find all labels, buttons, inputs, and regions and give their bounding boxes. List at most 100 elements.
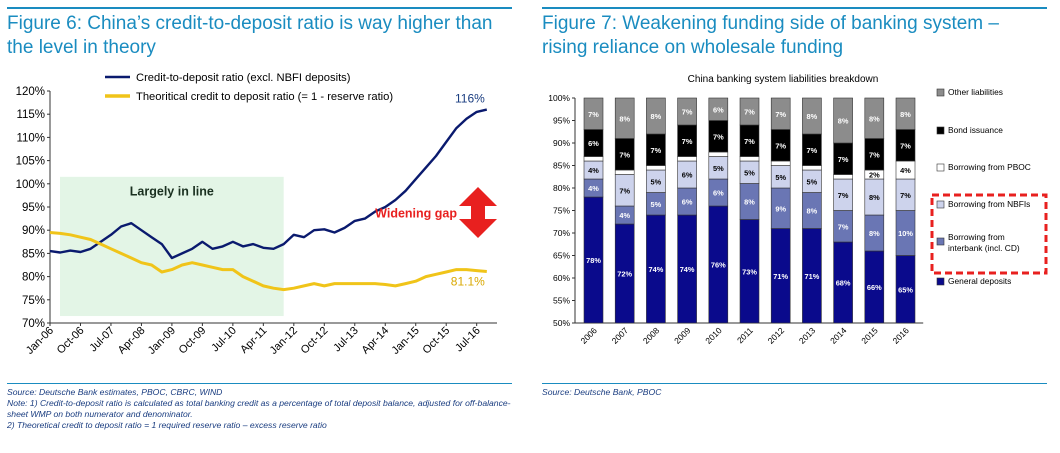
legend-label: Borrowing from interbank (incl. CD) — [948, 232, 1020, 253]
bar-data-label: 71% — [805, 272, 820, 281]
bar-data-label: 8% — [807, 207, 818, 216]
x-tick-label: Jul-13 — [331, 325, 361, 355]
x-tick-label: 2009 — [672, 325, 693, 346]
y-tick-label: 95% — [22, 202, 45, 214]
legend-label: Other liabilities — [948, 87, 1003, 97]
bar-data-label: 66% — [867, 283, 882, 292]
bar-data-label: 9% — [775, 204, 786, 213]
figure-6-panel: Figure 6: China’s credit-to-deposit rati… — [0, 0, 525, 453]
series-line-credit-to-deposit — [49, 108, 488, 260]
figure-7-panel: Figure 7: Weakening funding side of bank… — [535, 0, 1060, 453]
legend-swatch — [936, 237, 945, 246]
bar-data-label: 7% — [869, 150, 880, 159]
bar-data-label: 7% — [838, 191, 849, 200]
x-tick-label: 2007 — [610, 325, 631, 346]
chart-title: China banking system liabilities breakdo… — [688, 74, 879, 85]
bar-data-label: 6% — [682, 171, 693, 180]
bar-data-label: 7% — [775, 110, 786, 119]
legend-swatch — [936, 126, 945, 135]
legend-label: Credit-to-deposit ratio (excl. NBFI depo… — [136, 72, 351, 84]
bar-data-label: 7% — [588, 110, 599, 119]
bar-data-label: 8% — [807, 112, 818, 121]
y-tick-label: 115% — [16, 109, 45, 121]
x-tick-label: 2010 — [703, 325, 724, 346]
x-tick-label: Jul-07 — [87, 325, 117, 355]
figure-7-chart: China banking system liabilities breakdo… — [548, 74, 1048, 346]
bar-segment — [802, 165, 822, 171]
bar-data-label: 73% — [742, 267, 757, 276]
bar-segment — [646, 97, 666, 135]
bar-data-label: 2% — [869, 171, 880, 180]
x-tick-label: 2006 — [578, 325, 599, 346]
bar-segment — [833, 174, 853, 180]
bar-segment — [708, 151, 729, 157]
legend-swatch — [936, 163, 945, 172]
bar-data-label: 5% — [744, 168, 755, 177]
bar-data-label: 8% — [869, 229, 880, 238]
y-tick-label: 85% — [553, 161, 570, 171]
bar-data-label: 7% — [713, 132, 724, 141]
bar-data-label: 8% — [838, 117, 849, 126]
legend-swatch — [936, 88, 945, 97]
end-label-credit-to-deposit: 116% — [455, 92, 485, 106]
figure-7-footer: Source: Deutsche Bank, PBOC — [542, 383, 1047, 398]
y-tick-label: 70% — [22, 318, 45, 330]
series-line-theoretical — [49, 231, 487, 292]
bar-data-label: 7% — [900, 141, 911, 150]
bar-data-label: 7% — [651, 146, 662, 155]
x-tick-label: Jan-12 — [268, 325, 300, 357]
x-tick-label: 2013 — [797, 325, 818, 346]
y-tick-label: 80% — [22, 272, 45, 284]
x-tick-label: Apr-11 — [238, 325, 269, 356]
bar-data-label: 6% — [588, 139, 599, 148]
bar-data-label: 7% — [682, 137, 693, 146]
bar-data-label: 8% — [744, 198, 755, 207]
bar-segment — [583, 97, 604, 130]
y-tick-label: 60% — [553, 273, 570, 283]
bar-segment — [864, 97, 885, 139]
legend-label: Theoritical credit to deposit ratio (= 1… — [136, 91, 393, 103]
bar-segment — [802, 97, 822, 135]
figure-6-footer: Source: Deutsche Bank estimates, PBOC, C… — [7, 383, 512, 431]
bar-segment — [895, 97, 916, 130]
bar-segment — [646, 165, 666, 171]
y-tick-label: 85% — [22, 248, 45, 260]
x-tick-label: Apr-08 — [116, 325, 148, 357]
bar-data-label: 7% — [775, 141, 786, 150]
bar-segment — [770, 160, 791, 166]
bar-data-label: 78% — [586, 256, 601, 265]
bar-segment — [739, 97, 760, 126]
y-tick-label: 75% — [553, 206, 570, 216]
bar-data-label: 8% — [869, 193, 880, 202]
bar-data-label: 65% — [898, 285, 913, 294]
bar-data-label: 7% — [619, 186, 630, 195]
bar-data-label: 8% — [619, 114, 630, 123]
legend-label: Bond issuance — [948, 125, 1003, 135]
y-tick-label: 100% — [16, 179, 45, 191]
bar-data-label: 7% — [838, 155, 849, 164]
y-tick-label: 75% — [22, 295, 45, 307]
y-tick-label: 50% — [553, 318, 570, 328]
x-tick-label: Oct-15 — [420, 325, 452, 357]
figure-7-title: Figure 7: Weakening funding side of bank… — [542, 7, 1047, 60]
x-tick-label: Jan-15 — [390, 325, 422, 357]
x-tick-label: Jul-10 — [209, 325, 239, 355]
x-tick-label: Jan-09 — [146, 325, 178, 357]
bar-data-label: 5% — [651, 177, 662, 186]
legend-label: Borrowing from PBOC — [948, 162, 1031, 172]
bar-data-label: 76% — [711, 261, 726, 270]
bar-data-label: 8% — [900, 110, 911, 119]
x-tick-label: Apr-14 — [360, 325, 392, 357]
bar-data-label: 6% — [682, 198, 693, 207]
bar-segment — [677, 97, 697, 126]
legend-swatch — [936, 277, 945, 286]
y-tick-label: 65% — [553, 251, 570, 261]
x-tick-label: 2014 — [828, 325, 849, 346]
x-tick-label: 2011 — [735, 325, 755, 345]
bar-data-label: 7% — [744, 108, 755, 117]
figure-6-note-1: Note: 1) Credit-to-deposit ratio is calc… — [7, 398, 511, 419]
bar-segment — [614, 97, 635, 139]
bar-data-label: 7% — [619, 150, 630, 159]
bar-data-label: 4% — [588, 184, 599, 193]
bar-data-label: 71% — [773, 272, 788, 281]
